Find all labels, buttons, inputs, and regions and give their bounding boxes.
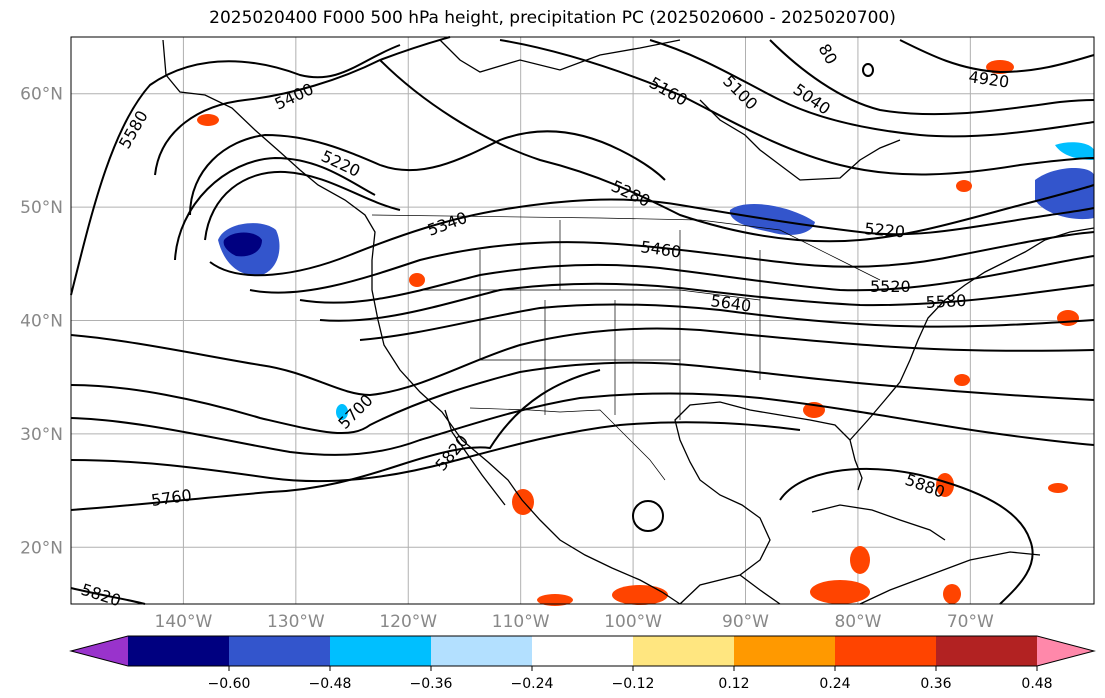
contour-label: 5580 (925, 291, 967, 312)
contour-5520 (299, 255, 1095, 304)
map-frame (70, 36, 1095, 605)
lat-tick-label: 20°N (20, 538, 63, 558)
coastline-cuba (811, 504, 946, 541)
contour-5280 (379, 59, 1095, 243)
height-contours (70, 36, 1095, 605)
precip-positive-canada (197, 114, 219, 126)
colorbar-tick-label: 0.12 (718, 676, 749, 692)
precip-negative-coast (336, 404, 348, 420)
colorbar-segment (936, 636, 1038, 666)
contour-5160 (499, 39, 1095, 176)
contour-5760-a (70, 361, 1095, 435)
colorbar-segment (633, 636, 735, 666)
colorbar-segment (532, 636, 634, 666)
lat-tick-label: 60°N (20, 85, 63, 105)
lon-tick-label: 90°W (722, 612, 769, 632)
contour-gulf-ring (632, 500, 664, 532)
contour-5820 (70, 369, 601, 511)
contour-low-core-2 (174, 156, 376, 261)
contour-5220-low (189, 130, 666, 216)
precip-positive-arctic (986, 60, 1014, 74)
coastline-hudson (699, 99, 901, 181)
precip-positive-carib1 (850, 546, 870, 574)
contour-5100 (649, 39, 1095, 138)
contour-label: 5220 (864, 219, 906, 241)
coastline-arctic (439, 39, 681, 73)
chart-title: 2025020400 F000 500 hPa height, precipit… (209, 8, 896, 28)
contour-5460 (249, 231, 1095, 294)
colorbar-segment (229, 636, 331, 666)
colorbar-tick-label: 0.48 (1021, 676, 1052, 692)
contour-5580 (319, 282, 1095, 322)
contour-5820-sw (70, 587, 146, 605)
precip-negative-atlantic-edge (1055, 142, 1094, 160)
contour-5340 (209, 198, 1095, 277)
contour-5760 (70, 392, 1095, 456)
contour-4920 (899, 39, 1095, 74)
contour-5580-low (70, 44, 401, 296)
precip-positive-nw (409, 273, 425, 287)
coastline-central-america (739, 574, 781, 605)
lon-tick-label: 70°W (947, 612, 994, 632)
graticule (71, 37, 1094, 604)
colorbar-tick-label: 0.24 (819, 676, 850, 692)
contour-5880 (779, 467, 1034, 605)
lat-tick-label: 30°N (20, 425, 63, 445)
axis-tick-labels: 140°W 130°W 120°W 110°W 100°W 90°W 80°W 70°W 60°… (20, 85, 994, 632)
lon-tick-label: 80°W (834, 612, 881, 632)
coastline-east-us (849, 227, 1095, 441)
precip-positive-atl1 (954, 374, 970, 386)
lon-tick-label: 100°W (604, 612, 662, 632)
colorbar-tick-label: 0.36 (920, 676, 951, 692)
colorbar-segment (330, 636, 432, 666)
lat-tick-label: 50°N (20, 198, 63, 218)
contour-5400 (154, 36, 451, 176)
contour-5760-b (70, 421, 801, 483)
precip-positive-sa1 (612, 585, 668, 605)
contour-5040 (769, 39, 1095, 116)
colorbar: −0.60 −0.48 −0.36 −0.24 −0.12 0.12 0.24 0.36 0.4… (69, 635, 1096, 692)
coastline-baja (444, 409, 506, 506)
colorbar-segment (128, 636, 230, 666)
precip-positive-sa3 (537, 594, 573, 606)
precip-positive-carib2 (936, 473, 954, 497)
coastline-west-north-america (162, 39, 681, 605)
lon-tick-label: 120°W (379, 612, 437, 632)
precip-positive-atl3 (1048, 483, 1068, 493)
contour-label: 5520 (870, 277, 911, 296)
coastlines (162, 39, 1095, 605)
precip-positive-sa4 (943, 584, 961, 604)
precip-positive-canada2 (956, 180, 972, 192)
colorbar-segment (734, 636, 836, 666)
colorbar-segment (431, 636, 533, 666)
contour-5700 (70, 327, 1095, 397)
colorbar-tick-label: −0.24 (511, 676, 554, 692)
contour-low-core-1 (204, 170, 401, 241)
colorbar-extend-max (1037, 636, 1094, 666)
colorbar-extend-min (71, 636, 128, 666)
precip-positive-atl2 (1057, 310, 1079, 326)
colorbar-tick-label: −0.36 (410, 676, 453, 692)
precip-positive-sa2 (810, 580, 870, 604)
colorbar-tick-label: −0.12 (612, 676, 655, 692)
coastline-south-america (859, 551, 1041, 605)
lat-tick-label: 40°N (20, 312, 63, 332)
colorbar-outline (69, 635, 1096, 667)
coastline-gulf (674, 401, 863, 605)
colorbar-segment (835, 636, 937, 666)
contour-small-ring (862, 63, 874, 77)
contour-5640 (359, 303, 1095, 341)
colorbar-tick-label: −0.60 (208, 676, 251, 692)
lon-tick-label: 130°W (267, 612, 325, 632)
precip-negative-pacific-core (223, 232, 262, 257)
colorbar-tick-label: −0.48 (309, 676, 352, 692)
lon-tick-label: 110°W (492, 612, 550, 632)
border-us-canada (371, 214, 881, 281)
border-us-mexico (469, 407, 666, 481)
lon-tick-label: 140°W (155, 612, 213, 632)
